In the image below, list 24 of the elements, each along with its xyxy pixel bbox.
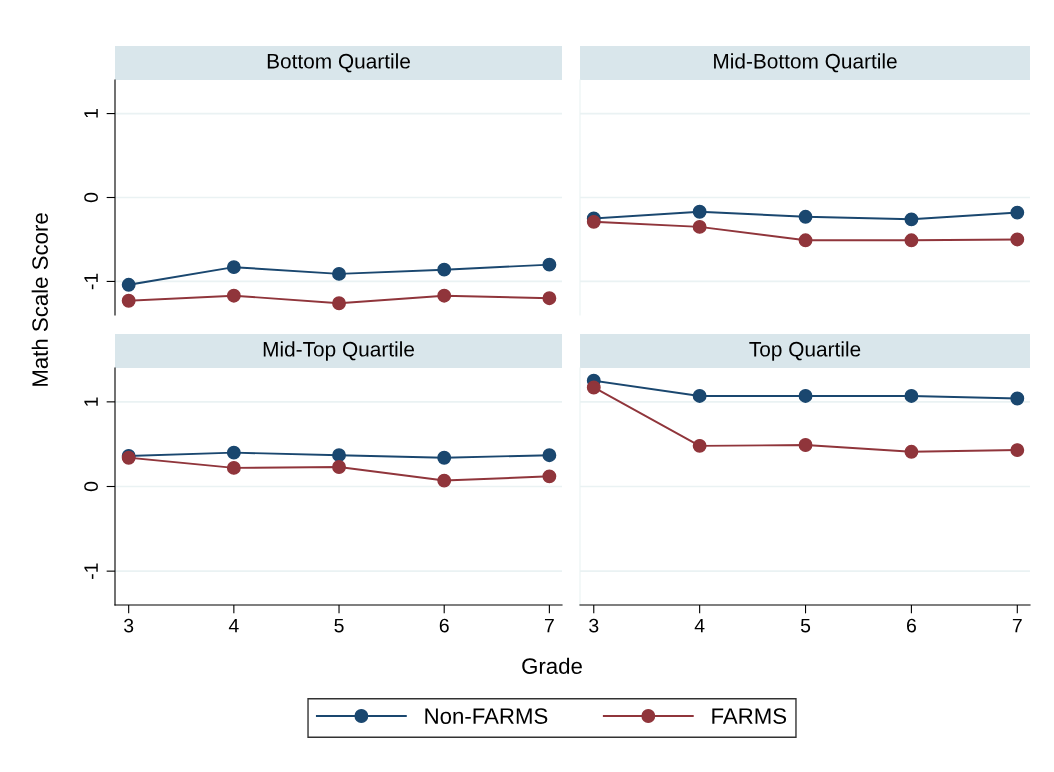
chart-title: Mid-Bottom Quartile xyxy=(714,53,897,73)
chart-title: Mid-Top Quartile xyxy=(263,341,414,361)
chart-title: Bottom Quartile xyxy=(267,53,410,73)
y-tick-label: 0 xyxy=(84,481,98,492)
y-tick-label: -1 xyxy=(84,563,98,579)
legend-label: Non-FARMS xyxy=(425,708,548,724)
legend-label: FARMS xyxy=(712,708,787,724)
y-tick-label: 1 xyxy=(84,397,98,406)
chart-title: Top Quartile xyxy=(749,341,861,361)
x-tick-label: 7 xyxy=(544,618,554,633)
x-tick-label: 6 xyxy=(439,618,449,633)
x-tick-label: 5 xyxy=(800,618,811,633)
x-tick-label: 3 xyxy=(589,618,599,633)
x-tick-label: 6 xyxy=(906,618,916,633)
x-tick-label: 5 xyxy=(334,618,344,633)
y-axis-title: Math Scale Score xyxy=(31,213,48,386)
x-axis-title: Grade xyxy=(522,657,582,674)
y-tick-label: 0 xyxy=(84,192,98,203)
x-tick-label: 4 xyxy=(694,618,705,633)
y-tick-label: -1 xyxy=(84,273,98,290)
x-tick-label: 4 xyxy=(228,618,239,633)
x-tick-label: 7 xyxy=(1012,618,1022,633)
x-tick-label: 3 xyxy=(124,618,134,633)
y-tick-label: 1 xyxy=(84,109,98,118)
